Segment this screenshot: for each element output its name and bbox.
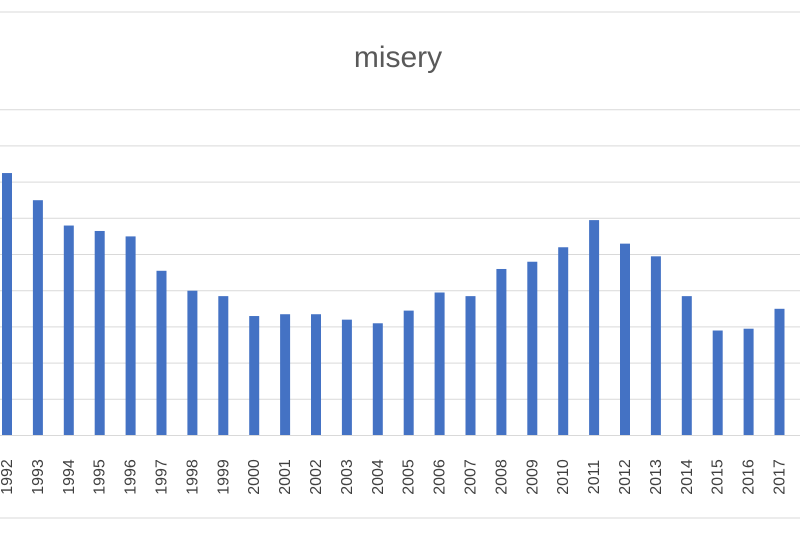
bar-2008: [496, 268, 507, 436]
x-tick-label: 1998: [184, 459, 201, 495]
bar-1999: [218, 296, 229, 436]
bar-2007: [465, 296, 476, 436]
x-tick-label: 2016: [741, 459, 758, 495]
bar-2006: [434, 292, 445, 436]
bar-2015: [712, 330, 723, 436]
bar-2012: [620, 243, 630, 436]
x-tick-label: 2017: [772, 459, 789, 495]
x-tick-label: 2013: [648, 459, 665, 495]
x-tick-label: 2015: [710, 459, 727, 495]
x-tick-label: 2014: [679, 459, 696, 495]
bar-1996: [125, 236, 136, 436]
bar-2011: [589, 220, 600, 436]
x-tick-label: 2007: [463, 459, 480, 495]
bar-2017: [774, 308, 785, 436]
x-tick-label: 2011: [586, 460, 603, 495]
x-tick-label: 1992: [0, 459, 16, 495]
bar-2013: [650, 256, 661, 436]
bar-2016: [743, 328, 754, 436]
bar-2002: [311, 314, 321, 436]
bar-1998: [187, 290, 198, 436]
bar-2004: [372, 323, 383, 436]
gridlines: [0, 11, 800, 519]
x-axis-tick-labels: 1992 1993 1994 1995 1996 1997 1998 1999 2000 2001…: [0, 459, 789, 495]
x-tick-label: 2002: [308, 459, 325, 495]
bar-2010: [558, 247, 569, 436]
x-tick-label: 1993: [30, 459, 47, 495]
x-tick-label: 2004: [370, 459, 387, 495]
bar-2000: [249, 316, 260, 436]
x-tick-label: 2005: [401, 459, 418, 495]
x-tick-label: 2006: [432, 459, 449, 495]
x-tick-label: 1997: [154, 459, 171, 495]
bar-2001: [280, 314, 291, 436]
x-tick-label: 2010: [555, 459, 572, 495]
bar-2009: [527, 261, 538, 436]
x-tick-label: 1995: [92, 459, 109, 495]
bar-1994: [63, 225, 74, 436]
x-tick-label: 2000: [246, 459, 263, 495]
bar-series: [2, 173, 785, 436]
x-tick-label: 1996: [123, 459, 140, 495]
bar-2005: [403, 310, 414, 436]
x-tick-label: 2012: [617, 459, 634, 495]
bar-1997: [156, 270, 167, 436]
x-tick-label: 2003: [339, 459, 356, 495]
bar-2003: [341, 319, 352, 436]
x-tick-label: 1994: [61, 459, 78, 495]
bar-1993: [32, 200, 43, 436]
x-tick-label: 2008: [493, 459, 510, 495]
x-tick-label: 1999: [215, 459, 232, 495]
bar-1992: [2, 173, 12, 436]
x-tick-label: 2009: [524, 459, 541, 495]
x-tick-label: 2001: [277, 459, 294, 495]
chart-title: misery: [354, 41, 442, 74]
bar-2014: [681, 296, 692, 436]
bar-1995: [94, 230, 105, 436]
